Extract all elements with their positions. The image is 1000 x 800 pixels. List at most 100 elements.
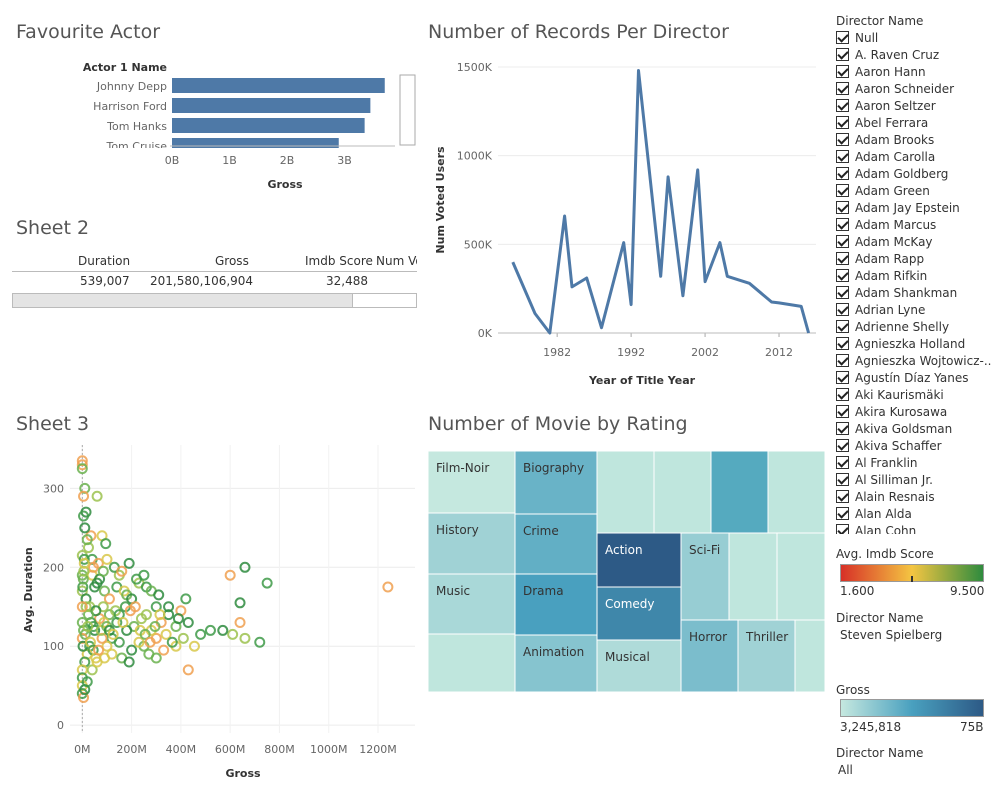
filter-item[interactable]: Aaron Schneider (836, 80, 996, 97)
filter-item[interactable]: Alan Cohn (836, 522, 996, 534)
checkbox-checked-icon[interactable] (836, 65, 849, 78)
checkbox-checked-icon[interactable] (836, 439, 849, 452)
checkbox-checked-icon[interactable] (836, 82, 849, 95)
filter-item[interactable]: Adam Rifkin (836, 267, 996, 284)
scatter-point (106, 648, 118, 660)
checkbox-checked-icon[interactable] (836, 99, 849, 112)
checkbox-checked-icon[interactable] (836, 473, 849, 486)
scatter-point (82, 620, 94, 632)
filter-item[interactable]: Null (836, 29, 996, 46)
filter-item[interactable]: Agnieszka Holland (836, 335, 996, 352)
filter-item-label: Abel Ferrara (855, 115, 929, 130)
filter-item[interactable]: Aaron Hann (836, 63, 996, 80)
filter-item[interactable]: Aaron Seltzer (836, 97, 996, 114)
imdb-legend-max: 9.500 (950, 584, 985, 598)
checkbox-checked-icon[interactable] (836, 133, 849, 146)
scatter-point (177, 632, 189, 644)
filter-item[interactable]: Adam Rapp (836, 250, 996, 267)
filter-item[interactable]: Adam Goldberg (836, 165, 996, 182)
scatter-point (163, 601, 175, 613)
checkbox-checked-icon[interactable] (836, 48, 849, 61)
checkbox-checked-icon[interactable] (836, 456, 849, 469)
scatter-point (123, 656, 135, 668)
checkbox-checked-icon[interactable] (836, 507, 849, 520)
checkbox-checked-icon[interactable] (836, 150, 849, 163)
scatter-point (117, 617, 129, 629)
filter-item-label: Agnieszka Holland (855, 336, 966, 351)
checkbox-checked-icon[interactable] (836, 524, 849, 534)
filter-item[interactable]: A. Raven Cruz (836, 46, 996, 63)
scatter-point (107, 628, 119, 640)
table-horizontal-scrollbar[interactable] (12, 293, 417, 308)
scatter-point (97, 565, 109, 577)
y-tick-label: 0 (57, 719, 64, 732)
checkbox-checked-icon[interactable] (836, 252, 849, 265)
filter-item[interactable]: Akiva Schaffer (836, 437, 996, 454)
y-axis-title: Num Voted Users (434, 146, 447, 254)
cell-duration: 539,007 (80, 274, 130, 288)
checkbox-checked-icon[interactable] (836, 201, 849, 214)
filter-item-label: Adam Marcus (855, 217, 937, 232)
filter-item-label: Agnieszka Wojtowicz-.. (855, 353, 992, 368)
director-all-value[interactable]: All (838, 763, 853, 777)
director-highlight-value[interactable]: Steven Spielberg (840, 628, 943, 642)
checkbox-checked-icon[interactable] (836, 184, 849, 197)
checkbox-checked-icon[interactable] (836, 371, 849, 384)
checkbox-checked-icon[interactable] (836, 422, 849, 435)
checkbox-checked-icon[interactable] (836, 116, 849, 129)
filter-item-label: Aaron Schneider (855, 81, 955, 96)
filter-item[interactable]: Alan Alda (836, 505, 996, 522)
filter-item[interactable]: Adam Marcus (836, 216, 996, 233)
checkbox-checked-icon[interactable] (836, 388, 849, 401)
filter-item-label: Adam Brooks (855, 132, 935, 147)
filter-item[interactable]: Adam Brooks (836, 131, 996, 148)
filter-item[interactable]: Alain Resnais (836, 488, 996, 505)
filter-item[interactable]: Abel Ferrara (836, 114, 996, 131)
filter-item[interactable]: Akira Kurosawa (836, 403, 996, 420)
checkbox-checked-icon[interactable] (836, 235, 849, 248)
scatter-point (126, 644, 138, 656)
checkbox-checked-icon[interactable] (836, 269, 849, 282)
filter-item[interactable]: Adrian Lyne (836, 301, 996, 318)
filter-item[interactable]: Aki Kaurismäki (836, 386, 996, 403)
bar-label: Tom Hanks (106, 120, 167, 133)
filter-item[interactable]: Adam Shankman (836, 284, 996, 301)
filter-item-label: Akiva Schaffer (855, 438, 942, 453)
filter-item[interactable]: Adam Carolla (836, 148, 996, 165)
checkbox-checked-icon[interactable] (836, 303, 849, 316)
filter-title: Director Name (836, 14, 924, 28)
checkbox-checked-icon[interactable] (836, 490, 849, 503)
filter-item[interactable]: Adam Jay Epstein (836, 199, 996, 216)
scatter-point (239, 632, 251, 644)
checkbox-checked-icon[interactable] (836, 320, 849, 333)
checkbox-checked-icon[interactable] (836, 354, 849, 367)
scatter-point (227, 628, 239, 640)
filter-item[interactable]: Adam Green (836, 182, 996, 199)
filter-item[interactable]: Agustín Díaz Yanes (836, 369, 996, 386)
filter-item-label: Aki Kaurismäki (855, 387, 944, 402)
sheet2-table: Duration Gross Imdb Score Num Vo 539,007… (12, 252, 417, 312)
checkbox-checked-icon[interactable] (836, 31, 849, 44)
y-tick-label: 100 (43, 640, 64, 653)
filter-item-label: Adrienne Shelly (855, 319, 950, 334)
scrollbar-thumb[interactable] (13, 294, 353, 307)
filter-item[interactable]: Akiva Goldsman (836, 420, 996, 437)
scatter-point (217, 624, 229, 636)
filter-item-label: A. Raven Cruz (855, 47, 940, 62)
filter-item[interactable]: Agnieszka Wojtowicz-.. (836, 352, 996, 369)
treemap-cell (596, 586, 682, 641)
filter-item-label: Aaron Seltzer (855, 98, 936, 113)
x-tick-label: 2012 (765, 346, 793, 359)
checkbox-checked-icon[interactable] (836, 167, 849, 180)
filter-item[interactable]: Al Silliman Jr. (836, 471, 996, 488)
filter-item[interactable]: Al Franklin (836, 454, 996, 471)
filter-item[interactable]: Adam McKay (836, 233, 996, 250)
column-header-gross: Gross (215, 254, 249, 268)
checkbox-checked-icon[interactable] (836, 286, 849, 299)
filter-item[interactable]: Adrienne Shelly (836, 318, 996, 335)
gross-legend-title: Gross (836, 683, 870, 697)
checkbox-checked-icon[interactable] (836, 405, 849, 418)
checkbox-checked-icon[interactable] (836, 218, 849, 231)
checkbox-checked-icon[interactable] (836, 337, 849, 350)
records-per-director-title: Number of Records Per Director (428, 21, 729, 43)
